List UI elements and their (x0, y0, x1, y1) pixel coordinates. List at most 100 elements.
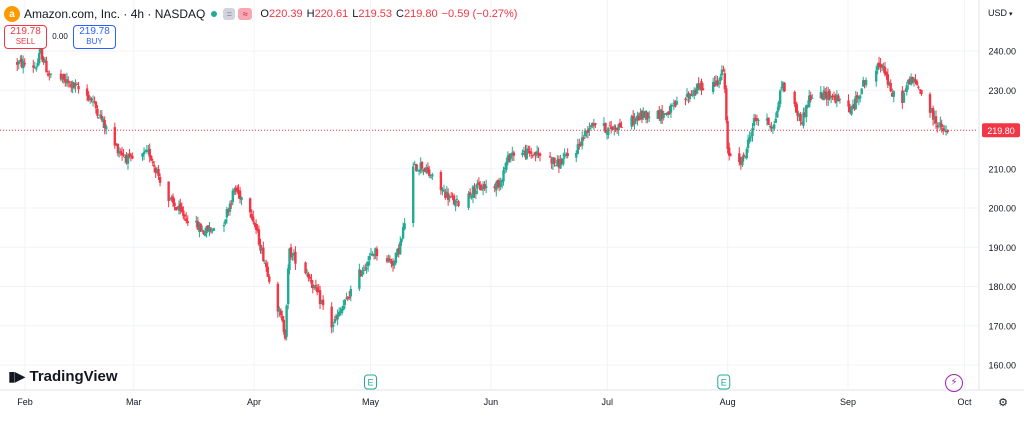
x-tick-label: May (362, 397, 380, 407)
candle-body (145, 149, 149, 152)
candle-body (208, 227, 211, 233)
candle-body (711, 81, 715, 93)
candle-body (158, 176, 162, 183)
candle-body (332, 324, 335, 327)
candle-body (141, 153, 144, 157)
candle-body (783, 82, 786, 92)
candle-body (615, 128, 619, 131)
candle-body (289, 247, 293, 258)
candle-body (176, 208, 179, 210)
candle-body (228, 203, 232, 212)
currency-selector[interactable]: USD ▾ (988, 8, 1013, 18)
candle-body (882, 65, 885, 69)
candle-body (426, 167, 430, 172)
candle-body (602, 123, 606, 127)
candle-body (506, 155, 510, 163)
candle-body (795, 102, 798, 113)
candle-body (120, 152, 124, 155)
candle-body (738, 153, 741, 163)
candle-body (305, 274, 309, 276)
candle-body (334, 316, 338, 318)
x-tick-label: Jun (484, 397, 499, 407)
candle-body (457, 201, 460, 207)
settings-gear-icon[interactable]: ⚙ (998, 397, 1008, 409)
candle-body (802, 112, 805, 126)
candle-body (85, 88, 89, 96)
candle-body (754, 117, 757, 119)
candle-body (74, 84, 77, 87)
candle-body (480, 189, 483, 191)
candle-body (931, 108, 935, 120)
candle-body (886, 74, 890, 85)
candle-body (824, 91, 827, 93)
candle-body (773, 124, 776, 129)
candle-body (643, 111, 647, 118)
candle-body (863, 80, 866, 83)
candle-body (91, 101, 95, 103)
candle-body (630, 116, 633, 127)
candle-body (749, 136, 753, 138)
candle-body (144, 150, 147, 152)
sell-button[interactable]: 219.78 SELL (4, 25, 47, 49)
tradingview-branding[interactable]: ▮▶ TradingView (8, 368, 118, 385)
candle-body (656, 110, 659, 119)
candle-body (131, 156, 134, 159)
earnings-e-icon (717, 374, 731, 390)
candle-body (774, 118, 777, 123)
compare-icon[interactable]: = (223, 8, 236, 20)
candle-body (592, 124, 596, 127)
candle-body (152, 164, 156, 167)
candle-body (877, 62, 881, 67)
candle-body (503, 167, 507, 170)
candle-body (88, 98, 92, 100)
candle-body (834, 95, 837, 103)
candle-body (827, 91, 830, 100)
candle-body (346, 298, 349, 300)
candle-body (337, 311, 341, 317)
candle-body (588, 128, 591, 131)
market-status-icon[interactable] (211, 11, 218, 17)
candle-body (20, 58, 23, 67)
flag-icon[interactable]: ≈ (238, 8, 253, 20)
candle-body (837, 95, 840, 102)
candle-body (557, 158, 561, 168)
candle-body (701, 88, 705, 91)
symbol-title[interactable]: Amazon.com, Inc. · 4h · NASDAQ (24, 7, 206, 21)
candle-body (550, 158, 553, 164)
candle-body (714, 80, 718, 85)
candle-body (942, 128, 945, 132)
buy-button[interactable]: 219.78 BUY (73, 25, 116, 49)
candle-body (425, 167, 428, 173)
candle-body (604, 122, 607, 133)
sell-price: 219.78 (10, 26, 41, 37)
candle-body (474, 190, 478, 195)
candle-body (113, 127, 117, 146)
candle-body (891, 93, 894, 97)
candle-body (101, 118, 105, 122)
candle-body (741, 156, 744, 166)
candle-body (333, 318, 336, 323)
flash-icon[interactable]: ⚡ (945, 374, 963, 392)
candle-body (21, 61, 25, 69)
candle-body (423, 167, 427, 172)
candle-body (502, 170, 505, 182)
candle-body (117, 151, 121, 154)
candle-body (479, 184, 482, 190)
candle-body (800, 122, 804, 125)
buy-price: 219.78 (79, 26, 110, 37)
candle-body (819, 91, 823, 99)
candle-body (451, 196, 454, 198)
candle-body (559, 159, 562, 169)
candle-body (911, 77, 914, 83)
candle-body (201, 229, 204, 232)
candle-body (566, 153, 569, 157)
candle-body (742, 154, 745, 157)
candle-body (675, 101, 679, 105)
candle-body (195, 220, 198, 223)
x-tick-label: Sep (840, 397, 856, 407)
candle-body (807, 95, 811, 108)
candle-body (394, 252, 398, 264)
x-tick-label: Oct (957, 397, 972, 407)
candle-body (522, 150, 526, 153)
